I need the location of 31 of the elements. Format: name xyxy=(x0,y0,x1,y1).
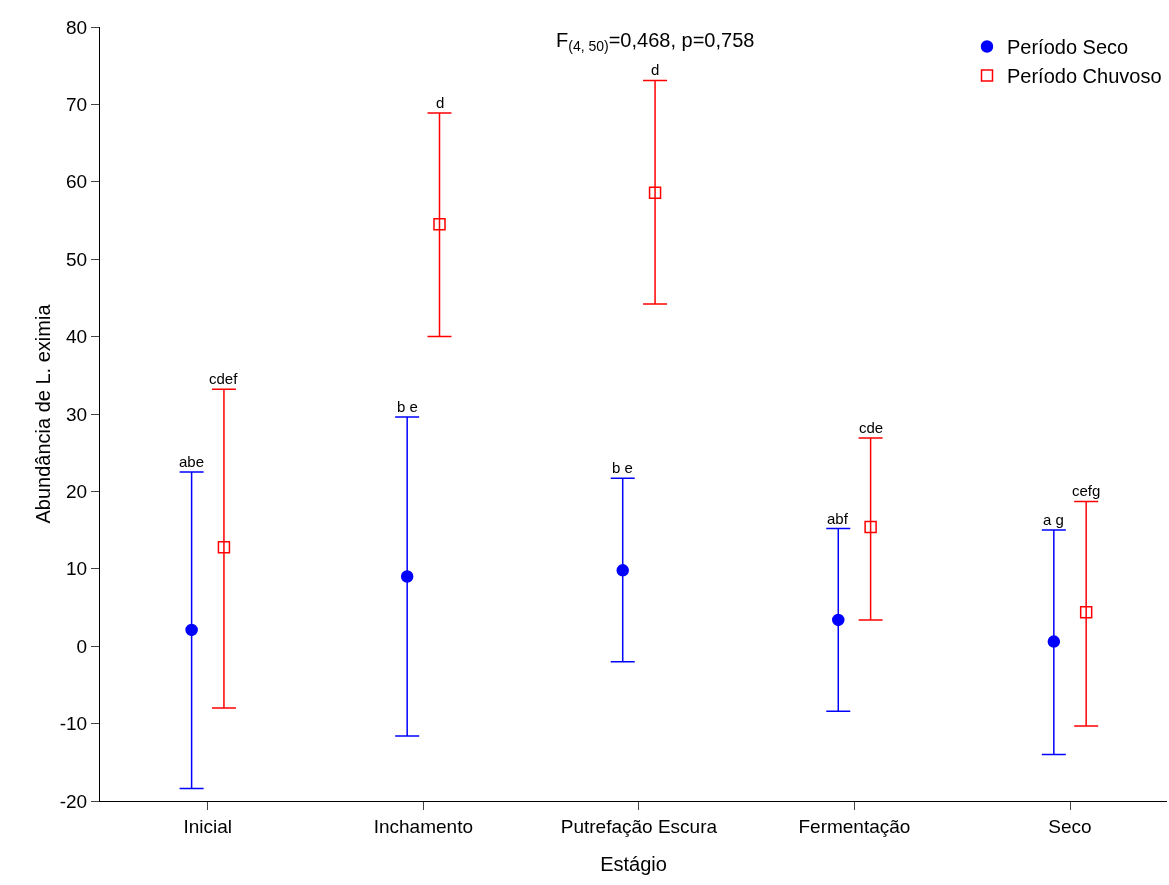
y-tick-label: 20 xyxy=(66,481,88,503)
y-tick-label: 30 xyxy=(66,403,88,425)
annotation: d xyxy=(436,94,445,111)
annotation: cde xyxy=(859,419,884,436)
annotation: a g xyxy=(1043,511,1064,528)
y-tick-label: 40 xyxy=(66,326,88,348)
y-tick-label: 10 xyxy=(66,558,88,580)
y-tick-label: -10 xyxy=(59,713,88,735)
y-tick-label: -20 xyxy=(59,790,88,812)
y-tick-label: 70 xyxy=(66,94,88,116)
legend-label: Período Chuvoso xyxy=(1007,65,1162,88)
chart-title: F$_{(4, 50)}$=0,468, p=0,758 xyxy=(556,29,755,55)
annotation: cefg xyxy=(1072,482,1101,499)
annotation: b e xyxy=(612,459,633,476)
annotation: b e xyxy=(397,398,418,415)
y-tick-label: 60 xyxy=(66,171,88,193)
y-axis-title: Abundância de L. eximia xyxy=(32,303,54,524)
annotation: abe xyxy=(179,453,205,470)
y-tick-label: 80 xyxy=(66,16,88,38)
x-tick-label: Fermentação xyxy=(798,815,911,837)
x-tick-label: Seco xyxy=(1048,815,1092,837)
annotation: d xyxy=(651,61,660,78)
x-tick-label: Inicial xyxy=(183,815,233,837)
y-tick-label: 50 xyxy=(66,248,88,270)
annotation: abf xyxy=(827,510,849,527)
x-tick-label: Putrefação Escura xyxy=(560,815,718,837)
x-tick-label: Inchamento xyxy=(373,815,473,837)
annotation: cdef xyxy=(209,370,239,387)
y-tick-label: 0 xyxy=(76,635,88,657)
x-axis-title: Estágio xyxy=(600,853,667,875)
legend-label: Período Seco xyxy=(1007,36,1129,59)
